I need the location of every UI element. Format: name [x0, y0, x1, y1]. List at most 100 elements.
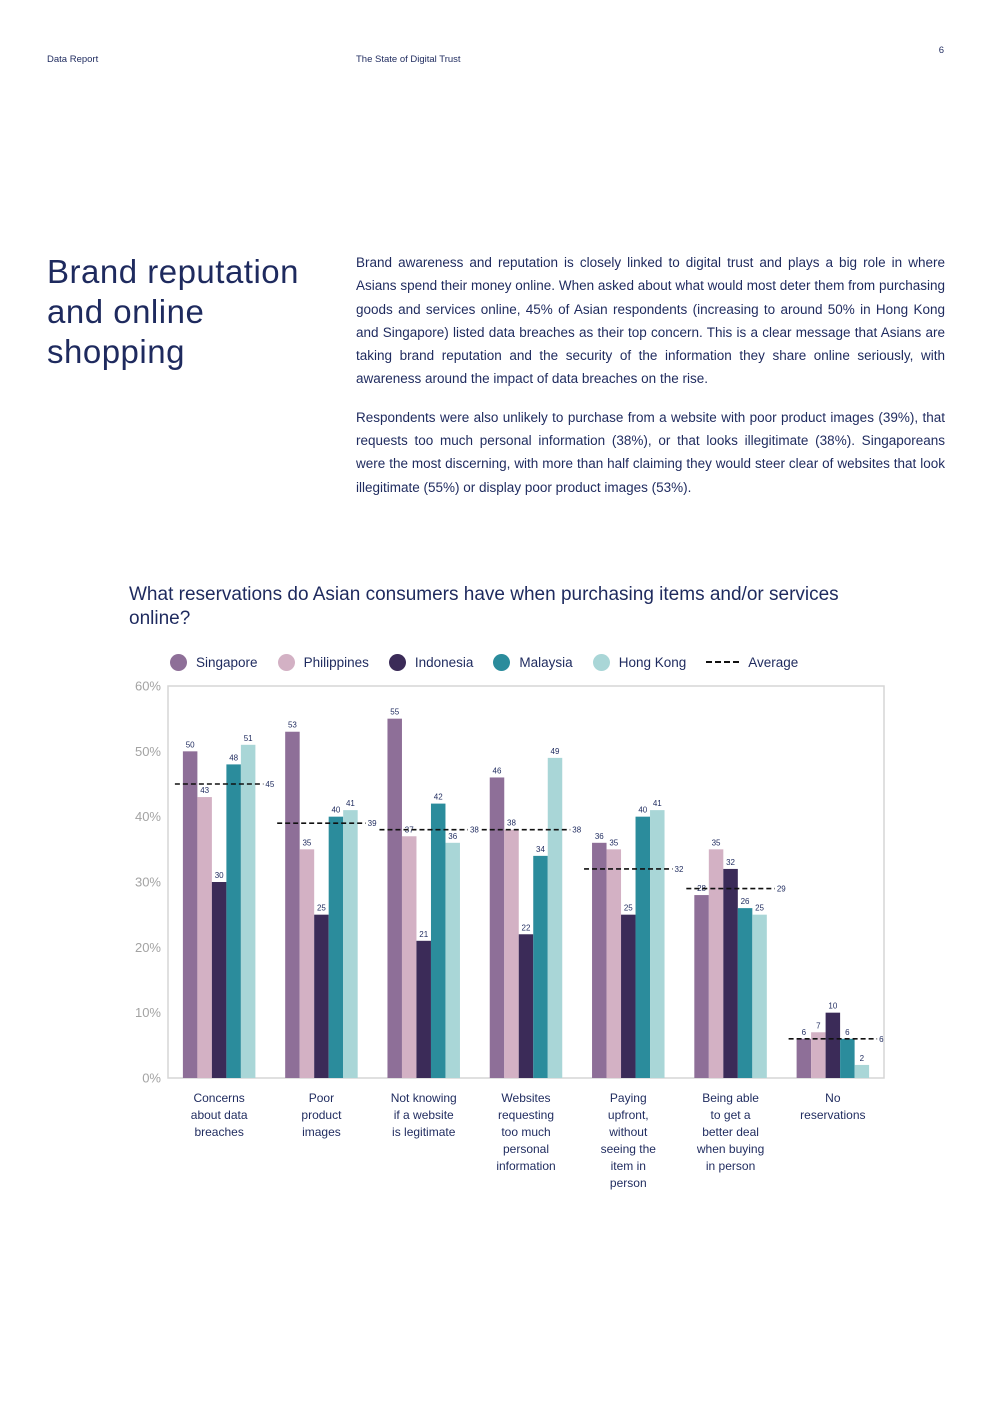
bar-philippines [401, 836, 417, 1078]
legend-item-singapore: Singapore [170, 653, 258, 671]
bar-malaysia [635, 816, 651, 1078]
bar-value-label: 50 [186, 740, 195, 749]
bar-value-label: 35 [712, 838, 721, 847]
y-tick-label: 30% [135, 875, 161, 890]
x-category-label-line: product [301, 1108, 342, 1122]
bar-indonesia [723, 868, 738, 1078]
bar-value-label: 22 [522, 923, 531, 932]
legend-item-hong-kong: Hong Kong [592, 653, 686, 671]
bar-value-label: 21 [419, 930, 428, 939]
bar-value-label: 41 [346, 799, 355, 808]
bar-indonesia [211, 882, 227, 1078]
bar-value-label: 6 [802, 1028, 807, 1037]
legend-label-philippines: Philippines [303, 654, 369, 670]
legend-label-indonesia: Indonesia [414, 654, 474, 670]
legend-item-philippines: Philippines [277, 653, 369, 671]
bar-value-label: 26 [741, 897, 750, 906]
bar-hong-kong [445, 842, 460, 1078]
x-category-label-line: is legitimate [392, 1125, 456, 1139]
x-category-label-line: information [496, 1159, 555, 1173]
legend-item-indonesia: Indonesia [388, 653, 474, 671]
bar-malaysia [840, 1038, 855, 1078]
x-category-label-line: No [825, 1091, 841, 1105]
legend-label-average: Average [748, 654, 799, 670]
bar-philippines [811, 1032, 826, 1078]
legend-swatch-malaysia [493, 653, 511, 671]
paragraph-2: Respondents were also unlikely to purcha… [356, 409, 945, 495]
bar-value-label: 25 [624, 904, 633, 913]
bar-indonesia [621, 914, 636, 1078]
legend-swatch-hong-kong [592, 653, 610, 671]
x-category-label-line: in person [706, 1159, 755, 1173]
legend-swatch-indonesia [388, 653, 406, 671]
x-category-label-line: when buying [696, 1142, 764, 1156]
bar-value-label: 53 [288, 721, 297, 730]
page-number: 6 [938, 45, 944, 56]
bar-hong-kong [752, 914, 767, 1078]
legend-item-average: Average [706, 655, 798, 670]
bar-singapore [387, 718, 402, 1078]
bar-indonesia [518, 934, 534, 1078]
bar-value-label: 49 [551, 747, 560, 756]
bar-value-label: 25 [755, 904, 764, 913]
bar-philippines [504, 829, 519, 1078]
bar-singapore [285, 731, 300, 1078]
bar-hong-kong [547, 757, 563, 1078]
x-category-label: Being able to get a better deal when buying… [696, 1091, 764, 1173]
bar-value-label: 2 [860, 1054, 865, 1063]
bar-indonesia [416, 940, 431, 1078]
bar-hong-kong [240, 744, 256, 1078]
bar-value-label: 35 [302, 838, 311, 847]
bar-philippines [606, 849, 622, 1078]
bar-value-label: 25 [317, 904, 326, 913]
x-category-label: No reservations [800, 1091, 865, 1122]
bar-singapore [592, 842, 607, 1078]
x-category-label-line: person [610, 1176, 647, 1190]
bar-value-label: 42 [434, 793, 443, 802]
x-category-label-line: Websites [501, 1091, 550, 1105]
bar-value-label: 48 [229, 753, 238, 762]
chart-title: What reservations do Asian consumers hav… [129, 584, 839, 629]
x-category-label-line: item in [611, 1159, 646, 1173]
x-category-label-line: seeing the [601, 1142, 657, 1156]
legend-label-malaysia: Malaysia [519, 654, 573, 670]
bar-singapore [182, 751, 198, 1078]
y-tick-label: 50% [135, 744, 161, 759]
x-category-label-line: if a website [394, 1108, 454, 1122]
x-category-label-line: too much [501, 1125, 550, 1139]
x-category-label-line: reservations [800, 1108, 865, 1122]
average-value-label: 38 [572, 826, 581, 835]
bar-philippines [708, 849, 724, 1078]
bar-malaysia [737, 908, 753, 1078]
x-category-label-line: to get a [711, 1108, 751, 1122]
bar-malaysia [328, 816, 344, 1078]
average-value-label: 39 [368, 819, 377, 828]
x-category-label-line: Concerns [193, 1091, 244, 1105]
average-value-label: 32 [675, 865, 684, 874]
bar-indonesia [314, 914, 329, 1078]
x-category-label-line: upfront, [608, 1108, 649, 1122]
x-category-label-line: better deal [702, 1125, 759, 1139]
bar-value-label: 38 [507, 819, 516, 828]
section-title: Brand reputation and online shopping [47, 253, 300, 370]
x-category-label-line: Poor [309, 1091, 334, 1105]
x-category-label: Poor product images [301, 1091, 342, 1139]
bar-malaysia [533, 855, 548, 1078]
bar-value-label: 34 [536, 845, 545, 854]
x-category-label: Websites requesting too much personal inform… [496, 1091, 555, 1173]
bar-value-label: 37 [405, 825, 414, 834]
legend-swatch-singapore [170, 653, 187, 671]
bar-hong-kong [343, 810, 358, 1078]
y-tick-label: 20% [135, 940, 161, 955]
bar-value-label: 32 [726, 858, 735, 867]
legend-dash-average [706, 661, 740, 663]
x-category-label-line: Not knowing [391, 1091, 457, 1105]
body-text: Brand awareness and reputation is closel… [356, 251, 945, 514]
header-document-title: The State of Digital Trust [356, 54, 461, 65]
x-category-label-line: about data [191, 1108, 248, 1122]
y-tick-label: 60% [135, 679, 161, 694]
bar-value-label: 7 [816, 1021, 821, 1030]
bar-philippines [299, 849, 315, 1078]
x-category-label: Not knowing if a website is legitimate [391, 1091, 457, 1139]
average-value-label: 45 [265, 780, 274, 789]
